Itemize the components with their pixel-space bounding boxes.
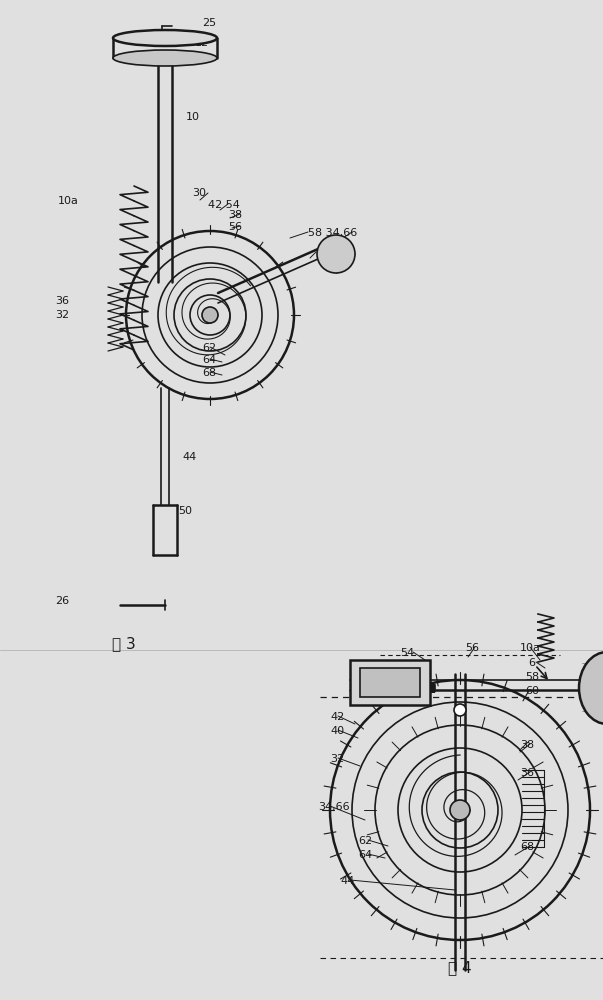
Text: 64: 64 bbox=[202, 355, 216, 365]
Text: 30: 30 bbox=[192, 188, 206, 198]
Text: 50: 50 bbox=[178, 506, 192, 516]
Text: 42 54: 42 54 bbox=[208, 200, 240, 210]
Text: 44: 44 bbox=[182, 452, 196, 462]
Text: 64: 64 bbox=[358, 850, 372, 860]
Text: 42: 42 bbox=[330, 712, 344, 722]
Circle shape bbox=[317, 235, 355, 273]
Text: 38: 38 bbox=[228, 210, 242, 220]
Text: 32: 32 bbox=[330, 754, 344, 764]
Text: 62: 62 bbox=[202, 343, 216, 353]
Text: 56: 56 bbox=[465, 643, 479, 653]
Text: 图 4: 图 4 bbox=[448, 960, 472, 975]
Text: 62: 62 bbox=[358, 836, 372, 846]
Text: 10: 10 bbox=[186, 112, 200, 122]
Text: 68: 68 bbox=[202, 368, 216, 378]
Text: 58 34,66: 58 34,66 bbox=[308, 228, 357, 238]
Text: 56: 56 bbox=[228, 222, 242, 232]
Bar bbox=[350, 660, 430, 705]
Circle shape bbox=[450, 800, 470, 820]
Bar bbox=[360, 668, 420, 697]
Text: 36: 36 bbox=[520, 768, 534, 778]
Text: 44: 44 bbox=[340, 876, 354, 886]
Text: 68: 68 bbox=[520, 842, 534, 852]
Circle shape bbox=[202, 307, 218, 323]
Text: 36: 36 bbox=[55, 296, 69, 306]
Text: 54: 54 bbox=[400, 648, 414, 658]
Circle shape bbox=[454, 704, 466, 716]
Text: 12: 12 bbox=[195, 38, 209, 48]
Ellipse shape bbox=[579, 652, 603, 724]
Text: 10a: 10a bbox=[520, 643, 541, 653]
Text: 10a: 10a bbox=[58, 196, 79, 206]
Ellipse shape bbox=[113, 30, 217, 46]
Ellipse shape bbox=[113, 50, 217, 66]
Text: 图 3: 图 3 bbox=[112, 636, 136, 651]
Text: 60: 60 bbox=[316, 248, 330, 258]
Text: 60: 60 bbox=[525, 686, 539, 696]
Text: 32: 32 bbox=[55, 310, 69, 320]
Text: 34,66: 34,66 bbox=[318, 802, 350, 812]
Text: 26: 26 bbox=[55, 596, 69, 606]
Text: 25: 25 bbox=[202, 18, 216, 28]
Text: 38: 38 bbox=[520, 740, 534, 750]
Text: 58: 58 bbox=[525, 672, 539, 682]
Text: 40: 40 bbox=[330, 726, 344, 736]
Text: 6: 6 bbox=[528, 658, 535, 668]
